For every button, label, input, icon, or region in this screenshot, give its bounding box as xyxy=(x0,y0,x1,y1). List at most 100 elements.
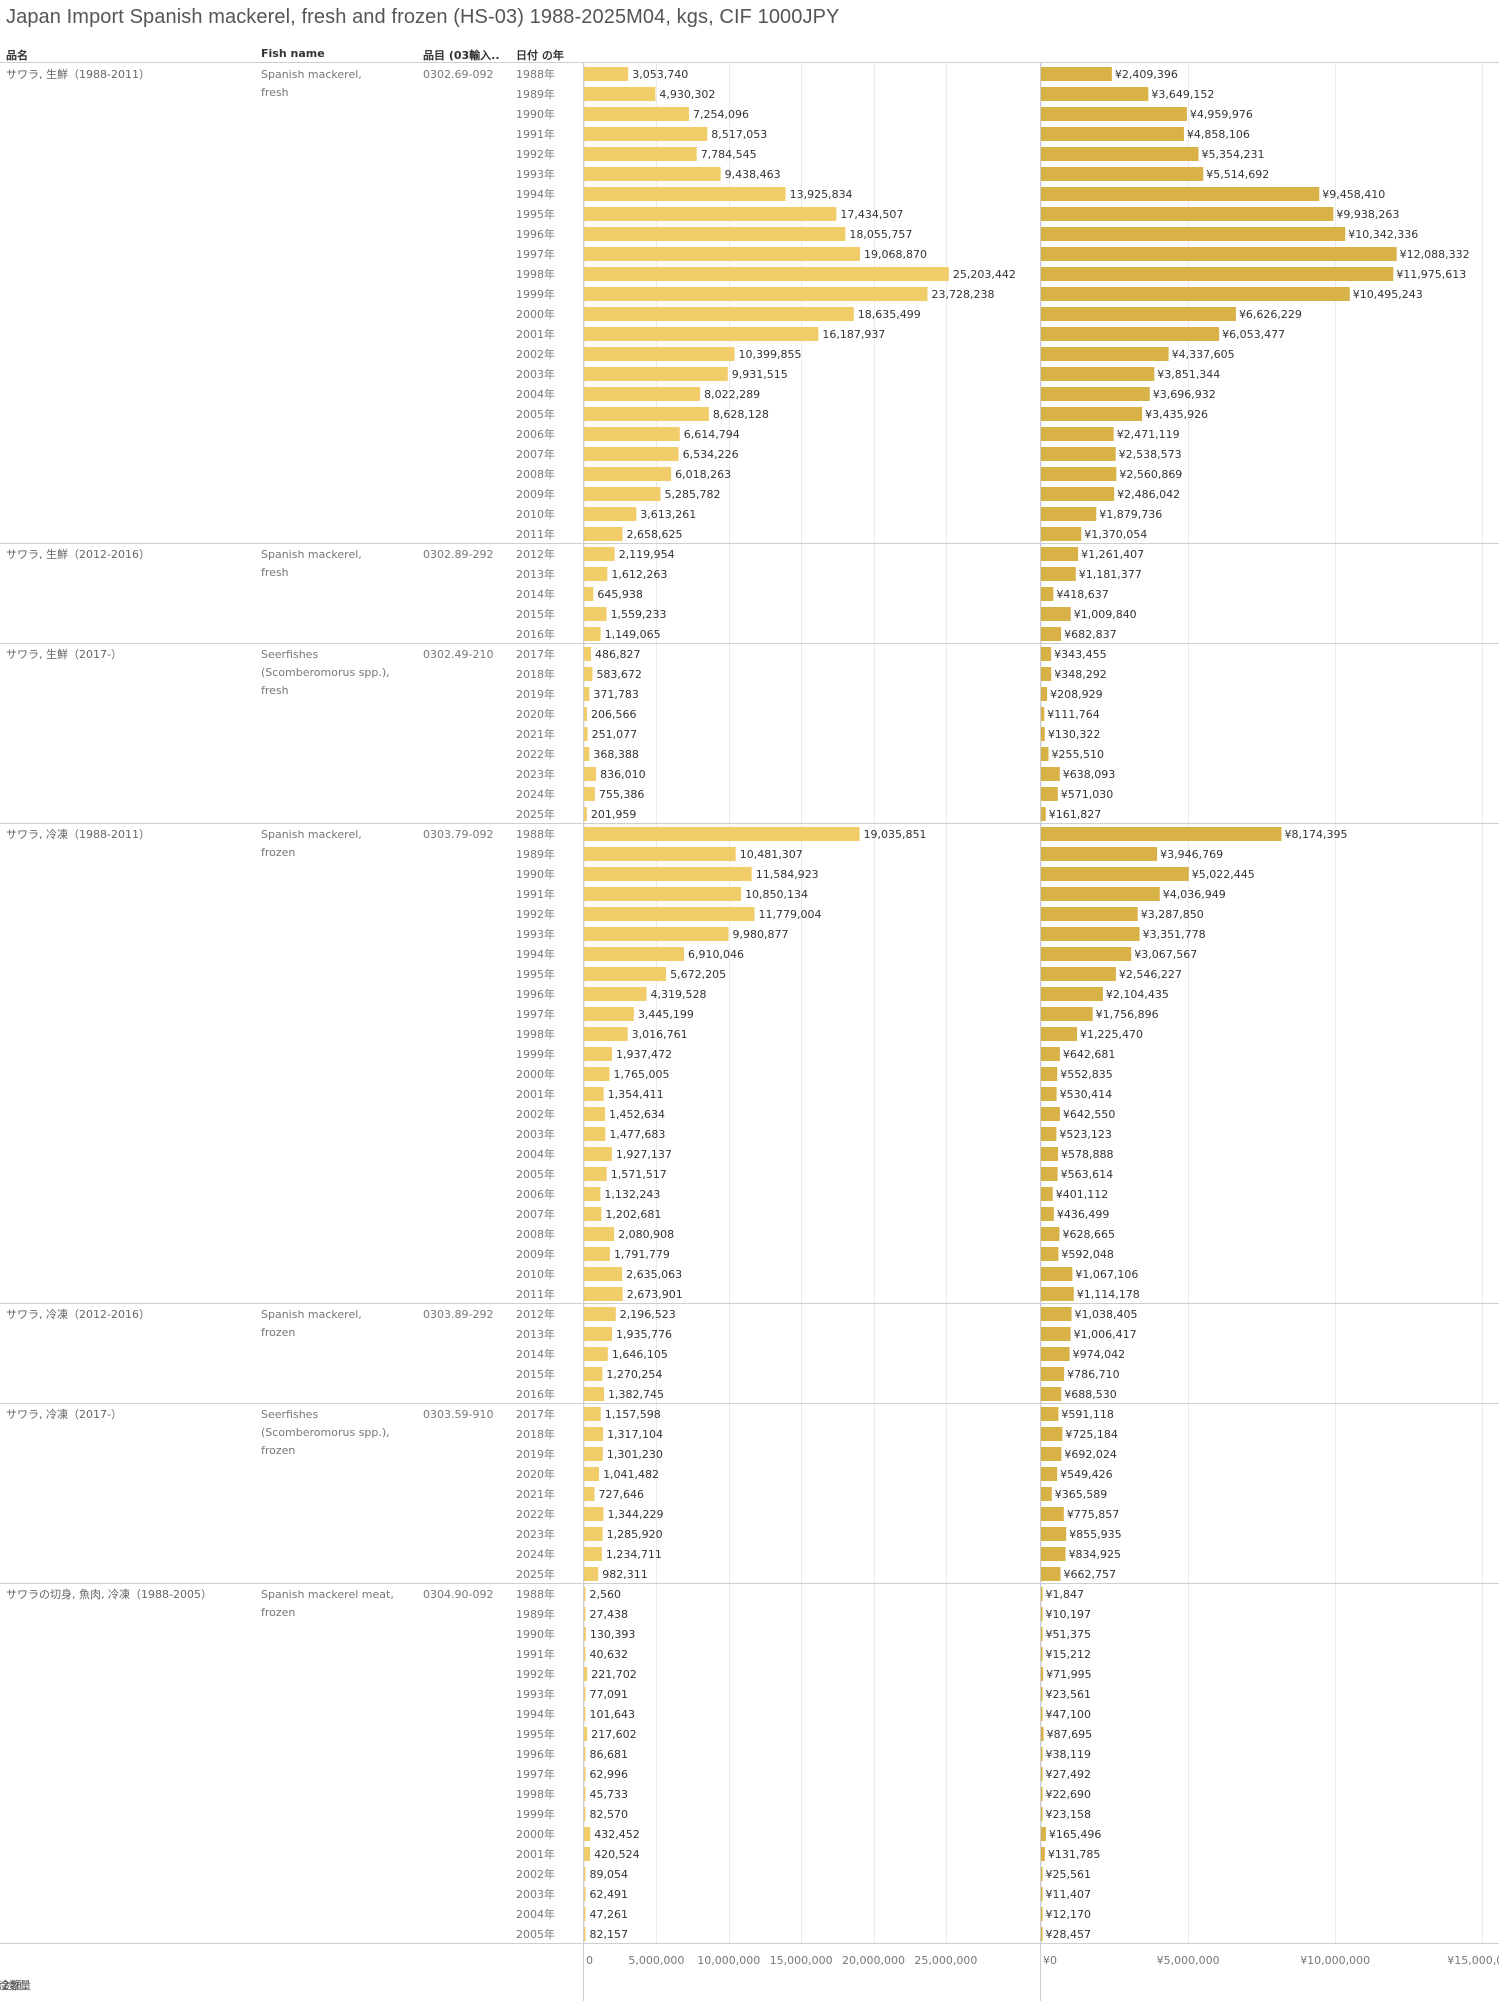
amount-bar xyxy=(1041,1387,1062,1401)
quantity-label: 89,054 xyxy=(590,1868,629,1881)
group-hs-code: 0303.79-092 xyxy=(423,828,493,841)
year-label: 1995年 xyxy=(516,1727,555,1741)
year-label: 2011年 xyxy=(516,527,555,541)
amount-bar xyxy=(1041,647,1052,661)
quantity-bar xyxy=(584,147,697,161)
quantity-label: 1,571,517 xyxy=(611,1168,667,1181)
quantity-bar xyxy=(584,1467,600,1481)
year-label: 2000年 xyxy=(516,1067,555,1081)
quantity-bar xyxy=(584,747,590,761)
amount-label: ¥38,119 xyxy=(1046,1748,1092,1761)
quantity-bar xyxy=(584,1627,586,1641)
amount-bar xyxy=(1041,447,1116,461)
axis-tick-label: ¥15,000,000 xyxy=(1447,1954,1499,1967)
quantity-bar xyxy=(584,347,735,361)
quantity-bar xyxy=(584,1187,601,1201)
amount-label: ¥642,550 xyxy=(1063,1108,1116,1121)
quantity-label: 982,311 xyxy=(602,1568,648,1581)
quantity-label: 62,491 xyxy=(590,1888,629,1901)
amount-label: ¥1,879,736 xyxy=(1099,508,1162,521)
quantity-bar xyxy=(584,1247,610,1261)
quantity-bar xyxy=(584,67,629,81)
quantity-label: 1,765,005 xyxy=(614,1068,670,1081)
year-label: 1990年 xyxy=(516,867,555,881)
quantity-bar xyxy=(584,1507,604,1521)
quantity-label: 1,301,230 xyxy=(607,1448,663,1461)
year-label: 2005年 xyxy=(516,407,555,421)
quantity-label: 18,635,499 xyxy=(858,308,921,321)
amount-label: ¥628,665 xyxy=(1062,1228,1115,1241)
quantity-label: 1,452,634 xyxy=(609,1108,665,1121)
amount-bar xyxy=(1041,727,1045,741)
year-label: 1989年 xyxy=(516,87,555,101)
amount-bar xyxy=(1041,1607,1043,1621)
amount-bar xyxy=(1041,527,1082,541)
amount-bar xyxy=(1041,1147,1059,1161)
year-label: 1989年 xyxy=(516,1607,555,1621)
year-label: 2013年 xyxy=(516,567,555,581)
year-label: 2013年 xyxy=(516,1327,555,1341)
year-label: 1992年 xyxy=(516,907,555,921)
group-fish-name: Spanish mackerel, xyxy=(261,828,362,841)
amount-label: ¥1,756,896 xyxy=(1096,1008,1159,1021)
amount-label: ¥255,510 xyxy=(1052,748,1105,761)
year-label: 2004年 xyxy=(516,1907,555,1921)
amount-label: ¥1,181,377 xyxy=(1079,568,1142,581)
group-fish-name: Spanish mackerel, xyxy=(261,548,362,561)
quantity-label: 3,445,199 xyxy=(638,1008,694,1021)
year-label: 2015年 xyxy=(516,607,555,621)
amount-bar xyxy=(1041,1207,1054,1221)
quantity-label: 1,935,776 xyxy=(616,1328,672,1341)
group-fish-name: Seerfishes xyxy=(261,648,318,661)
amount-bar xyxy=(1041,767,1060,781)
quantity-bar xyxy=(584,567,608,581)
chart-title: Japan Import Spanish mackerel, fresh and… xyxy=(6,6,840,28)
quantity-bar xyxy=(584,687,590,701)
year-label: 1997年 xyxy=(516,1767,555,1781)
amount-bar xyxy=(1041,227,1346,241)
quantity-bar xyxy=(584,1887,586,1901)
quantity-label: 130,393 xyxy=(590,1628,636,1641)
year-label: 2022年 xyxy=(516,747,555,761)
quantity-bar xyxy=(584,1487,595,1501)
amount-label: ¥1,225,470 xyxy=(1080,1028,1143,1041)
amount-bar xyxy=(1041,427,1114,441)
quantity-bar xyxy=(584,587,594,601)
quantity-bar xyxy=(584,1147,612,1161)
amount-bar xyxy=(1041,1347,1070,1361)
quantity-label: 47,261 xyxy=(590,1908,629,1921)
quantity-label: 5,672,205 xyxy=(670,968,726,981)
year-label: 2004年 xyxy=(516,387,555,401)
year-label: 2001年 xyxy=(516,1847,555,1861)
quantity-bar xyxy=(584,1787,586,1801)
quantity-label: 5,285,782 xyxy=(665,488,721,501)
amount-label: ¥2,546,227 xyxy=(1119,968,1182,981)
quantity-bar xyxy=(584,847,736,861)
quantity-label: 2,119,954 xyxy=(619,548,675,561)
amount-bar xyxy=(1041,1467,1058,1481)
amount-bar xyxy=(1041,987,1103,1001)
year-label: 1988年 xyxy=(516,1587,555,1601)
year-label: 1993年 xyxy=(516,167,555,181)
amount-label: ¥642,681 xyxy=(1063,1048,1116,1061)
year-label: 2007年 xyxy=(516,1207,555,1221)
year-label: 1998年 xyxy=(516,1787,555,1801)
amount-bar xyxy=(1041,407,1143,421)
amount-bar xyxy=(1041,307,1236,321)
amount-bar xyxy=(1041,847,1158,861)
quantity-label: 40,632 xyxy=(590,1648,629,1661)
quantity-label: 2,658,625 xyxy=(626,528,682,541)
amount-bar xyxy=(1041,487,1115,501)
quantity-label: 1,612,263 xyxy=(611,568,667,581)
quantity-label: 7,254,096 xyxy=(693,108,749,121)
amount-bar xyxy=(1041,1887,1043,1901)
amount-label: ¥27,492 xyxy=(1046,1768,1092,1781)
year-label: 2002年 xyxy=(516,1107,555,1121)
quantity-bar xyxy=(584,927,729,941)
quantity-bar xyxy=(584,1767,586,1781)
amount-bar xyxy=(1041,747,1049,761)
amount-bar xyxy=(1041,927,1140,941)
quantity-label: 10,481,307 xyxy=(740,848,803,861)
amount-bar xyxy=(1041,1067,1058,1081)
